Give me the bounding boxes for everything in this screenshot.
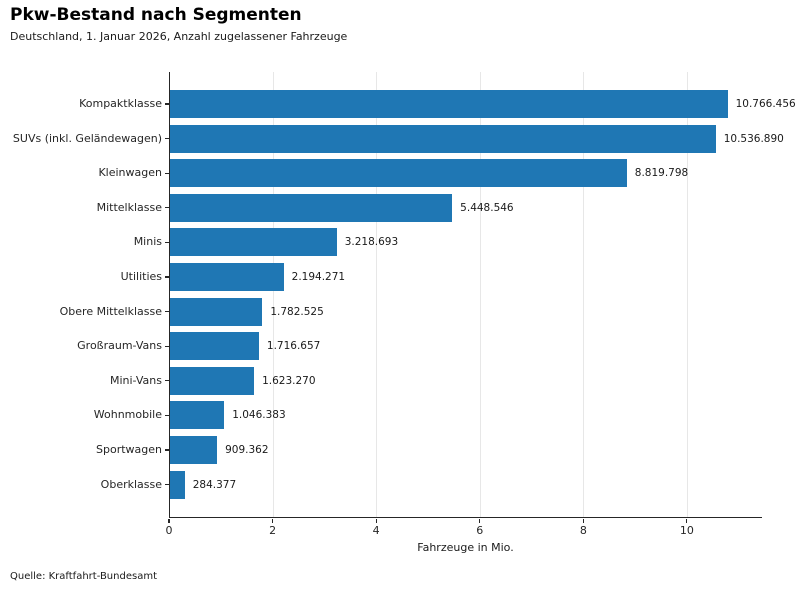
bar-value-label: 10.536.890 (723, 132, 784, 145)
category-label: SUVs (inkl. Geländewagen) (12, 131, 162, 145)
bar-value-label: 909.362 (225, 444, 269, 456)
category-label: Wohnmobile (93, 408, 162, 422)
source-note: Quelle: Kraftfahrt-Bundesamt (10, 571, 157, 582)
chart-title: Pkw-Bestand nach Segmenten (10, 5, 302, 25)
bar-value-label: 284.377 (192, 478, 237, 491)
bar-6 (170, 297, 263, 326)
category-label: Mini-Vans (109, 373, 162, 387)
bar-value-label: 10.766.456 (735, 98, 796, 110)
category-label: Großraum-Vans (77, 339, 162, 353)
bar-value-label: 1.716.657 (266, 340, 321, 353)
x-tick-label-0: 0 (165, 524, 173, 537)
bar-value-label: 1.046.383 (232, 409, 286, 422)
bar-5 (170, 263, 284, 291)
y-tick-mark (165, 138, 169, 140)
bar-value-label: 5.448.546 (460, 201, 514, 214)
bar-11 (170, 470, 185, 499)
gridline-x-4 (376, 72, 378, 518)
gridline-x-2 (272, 72, 274, 518)
gridline-x-6 (479, 72, 481, 518)
y-axis-spine (169, 72, 170, 518)
bar-0 (170, 90, 728, 118)
bar-10 (170, 436, 218, 464)
y-tick-mark (165, 484, 169, 486)
y-tick-mark (165, 345, 169, 347)
category-label: Minis (133, 235, 162, 249)
x-tick-label-6: 6 (476, 524, 484, 537)
y-tick-mark (165, 103, 169, 105)
bar-4 (170, 228, 337, 257)
bar-value-label: 1.623.270 (262, 374, 316, 387)
x-tick-label-10: 10 (679, 524, 694, 537)
x-axis-label: Fahrzeuge in Mio. (417, 541, 514, 554)
gridline-x-10 (686, 72, 688, 518)
category-label: Sportwagen (96, 443, 162, 456)
chart-subtitle: Deutschland, 1. Januar 2026, Anzahl zuge… (10, 30, 348, 43)
y-tick-mark (165, 414, 169, 416)
category-label: Utilities (120, 270, 162, 283)
bar-7 (170, 332, 259, 361)
bar-value-label: 3.218.693 (344, 236, 399, 249)
bar-value-label: 2.194.271 (291, 271, 346, 283)
x-tick-mark-6 (479, 519, 481, 523)
category-label: Kompaktklasse (79, 97, 162, 110)
bar-value-label: 8.819.798 (634, 167, 689, 180)
x-tick-label-2: 2 (269, 524, 277, 537)
bar-9 (170, 401, 225, 430)
x-tick-label-8: 8 (579, 524, 587, 537)
gridline-x-8 (583, 72, 585, 518)
y-tick-mark (165, 276, 169, 278)
y-tick-mark (165, 380, 169, 382)
y-tick-mark (165, 449, 169, 451)
y-tick-mark (165, 241, 169, 243)
category-label: Mittelklasse (96, 200, 162, 214)
y-tick-mark (165, 207, 169, 209)
y-axis-category-labels: Kompaktklasse SUVs (inkl. Geländewagen) Kl… (0, 72, 162, 518)
x-axis-spine (169, 517, 762, 518)
category-label: Obere Mittelklasse (59, 304, 162, 318)
y-tick-mark (165, 311, 169, 313)
plot-area: Fahrzeuge in Mio. 0 2 4 6 8 10 10.766.456 10.53… (165, 72, 796, 554)
bar-3 (170, 193, 453, 222)
x-tick-mark-8 (582, 519, 584, 523)
category-label: Oberklasse (100, 477, 162, 491)
x-tick-mark-2 (271, 519, 274, 523)
bar-1 (170, 124, 716, 153)
bar-2 (170, 159, 627, 188)
x-tick-mark-0 (168, 519, 170, 523)
bar-value-label: 1.782.525 (270, 305, 324, 318)
x-tick-mark-10 (686, 519, 688, 523)
x-tick-label-4: 4 (372, 524, 380, 537)
bar-8 (170, 366, 255, 395)
category-label: Kleinwagen (98, 166, 162, 180)
y-tick-mark (165, 172, 169, 174)
x-tick-mark-4 (375, 519, 377, 523)
